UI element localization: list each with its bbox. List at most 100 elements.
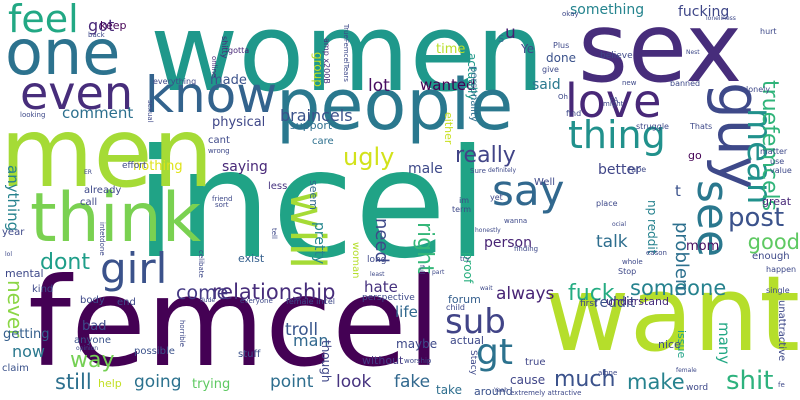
word: female incel [286, 297, 335, 306]
word: nice [658, 338, 681, 351]
word: cant [208, 135, 230, 146]
word: whole [622, 258, 643, 266]
word: braincels [280, 106, 353, 125]
word: claim [2, 363, 29, 374]
word: care [312, 136, 334, 147]
word: cause [510, 373, 546, 387]
word: gotta [228, 46, 250, 55]
word: tell [270, 228, 278, 239]
word: anyone [74, 335, 111, 346]
word: Nest [686, 49, 700, 56]
word: Yeah [494, 387, 509, 394]
word: sub [445, 302, 506, 342]
word: woman [350, 242, 361, 279]
word: one [5, 16, 121, 89]
word: fucking [678, 4, 730, 20]
word: mental [5, 267, 44, 280]
word: fake [394, 372, 431, 392]
word: stuff [238, 349, 261, 360]
word: lot [368, 76, 390, 96]
word: year [2, 227, 25, 238]
word: ugly [343, 143, 395, 171]
word: perspective [362, 293, 415, 303]
word: dont [40, 250, 90, 275]
word: dude [200, 297, 216, 304]
word: find [566, 109, 582, 118]
word: amp x200B [322, 38, 331, 84]
word: Thats [690, 122, 713, 131]
word: opinion [76, 345, 99, 352]
word: mom [686, 239, 720, 254]
word: feel [8, 0, 79, 41]
word: troll [285, 320, 319, 340]
word: personality [468, 66, 479, 122]
word: made [210, 73, 247, 88]
word: many [715, 322, 733, 365]
word: give [542, 65, 559, 74]
word: wanna [504, 217, 528, 225]
word: go [688, 149, 702, 162]
word: always [496, 284, 555, 304]
word: use [770, 157, 785, 166]
word: maybe [396, 337, 438, 351]
word: honestly [475, 227, 501, 234]
word: shit [726, 366, 774, 396]
word: t [675, 182, 681, 200]
word: fuck [568, 281, 615, 306]
word: comment [62, 104, 134, 122]
word: finding [514, 245, 539, 253]
word: part [432, 269, 445, 276]
word: around [474, 385, 513, 398]
word: single [766, 286, 790, 295]
word: getting [3, 327, 50, 342]
word: trying [192, 377, 231, 392]
word: effort [122, 161, 147, 171]
word: long [367, 255, 387, 265]
word: gt [476, 332, 513, 373]
word: intetdone [98, 222, 106, 256]
word: sexual [146, 100, 154, 123]
word: already [84, 185, 122, 196]
word: think [30, 179, 202, 258]
word: enough [752, 251, 790, 262]
word: alone [598, 369, 618, 377]
word: full [418, 265, 425, 275]
word: talk [596, 232, 628, 252]
word: point [270, 372, 314, 392]
word: saying [222, 159, 268, 175]
word: FA [610, 96, 619, 104]
word: now [12, 342, 46, 361]
word: make [627, 370, 685, 394]
word: hurt [760, 27, 777, 36]
word: believe [600, 51, 633, 61]
word: Well [534, 177, 556, 188]
word: female [676, 367, 697, 374]
word: going [134, 372, 182, 392]
word: back [88, 31, 105, 39]
word: horrible [178, 320, 186, 347]
word: Stacy [468, 350, 478, 376]
word: way [70, 348, 115, 373]
word: women [150, 0, 545, 116]
word: life [395, 303, 418, 321]
word: hate [364, 278, 398, 296]
word: looking [20, 111, 46, 119]
word: ocial [612, 221, 626, 228]
word: help [98, 377, 122, 390]
word: friend [212, 195, 233, 203]
word: sort [215, 201, 229, 209]
word: definitely [488, 167, 517, 174]
word: keep [100, 19, 127, 32]
word: sex [578, 0, 743, 104]
word: still [55, 370, 92, 394]
word: Sure [470, 167, 486, 175]
word: girl [100, 244, 168, 293]
word: less [268, 181, 288, 192]
word: look [336, 372, 372, 392]
word: possible [134, 346, 175, 357]
word: extremely attractive [510, 389, 582, 397]
word: exist [238, 252, 265, 265]
word: wanted [420, 76, 476, 94]
word: great [762, 195, 792, 208]
